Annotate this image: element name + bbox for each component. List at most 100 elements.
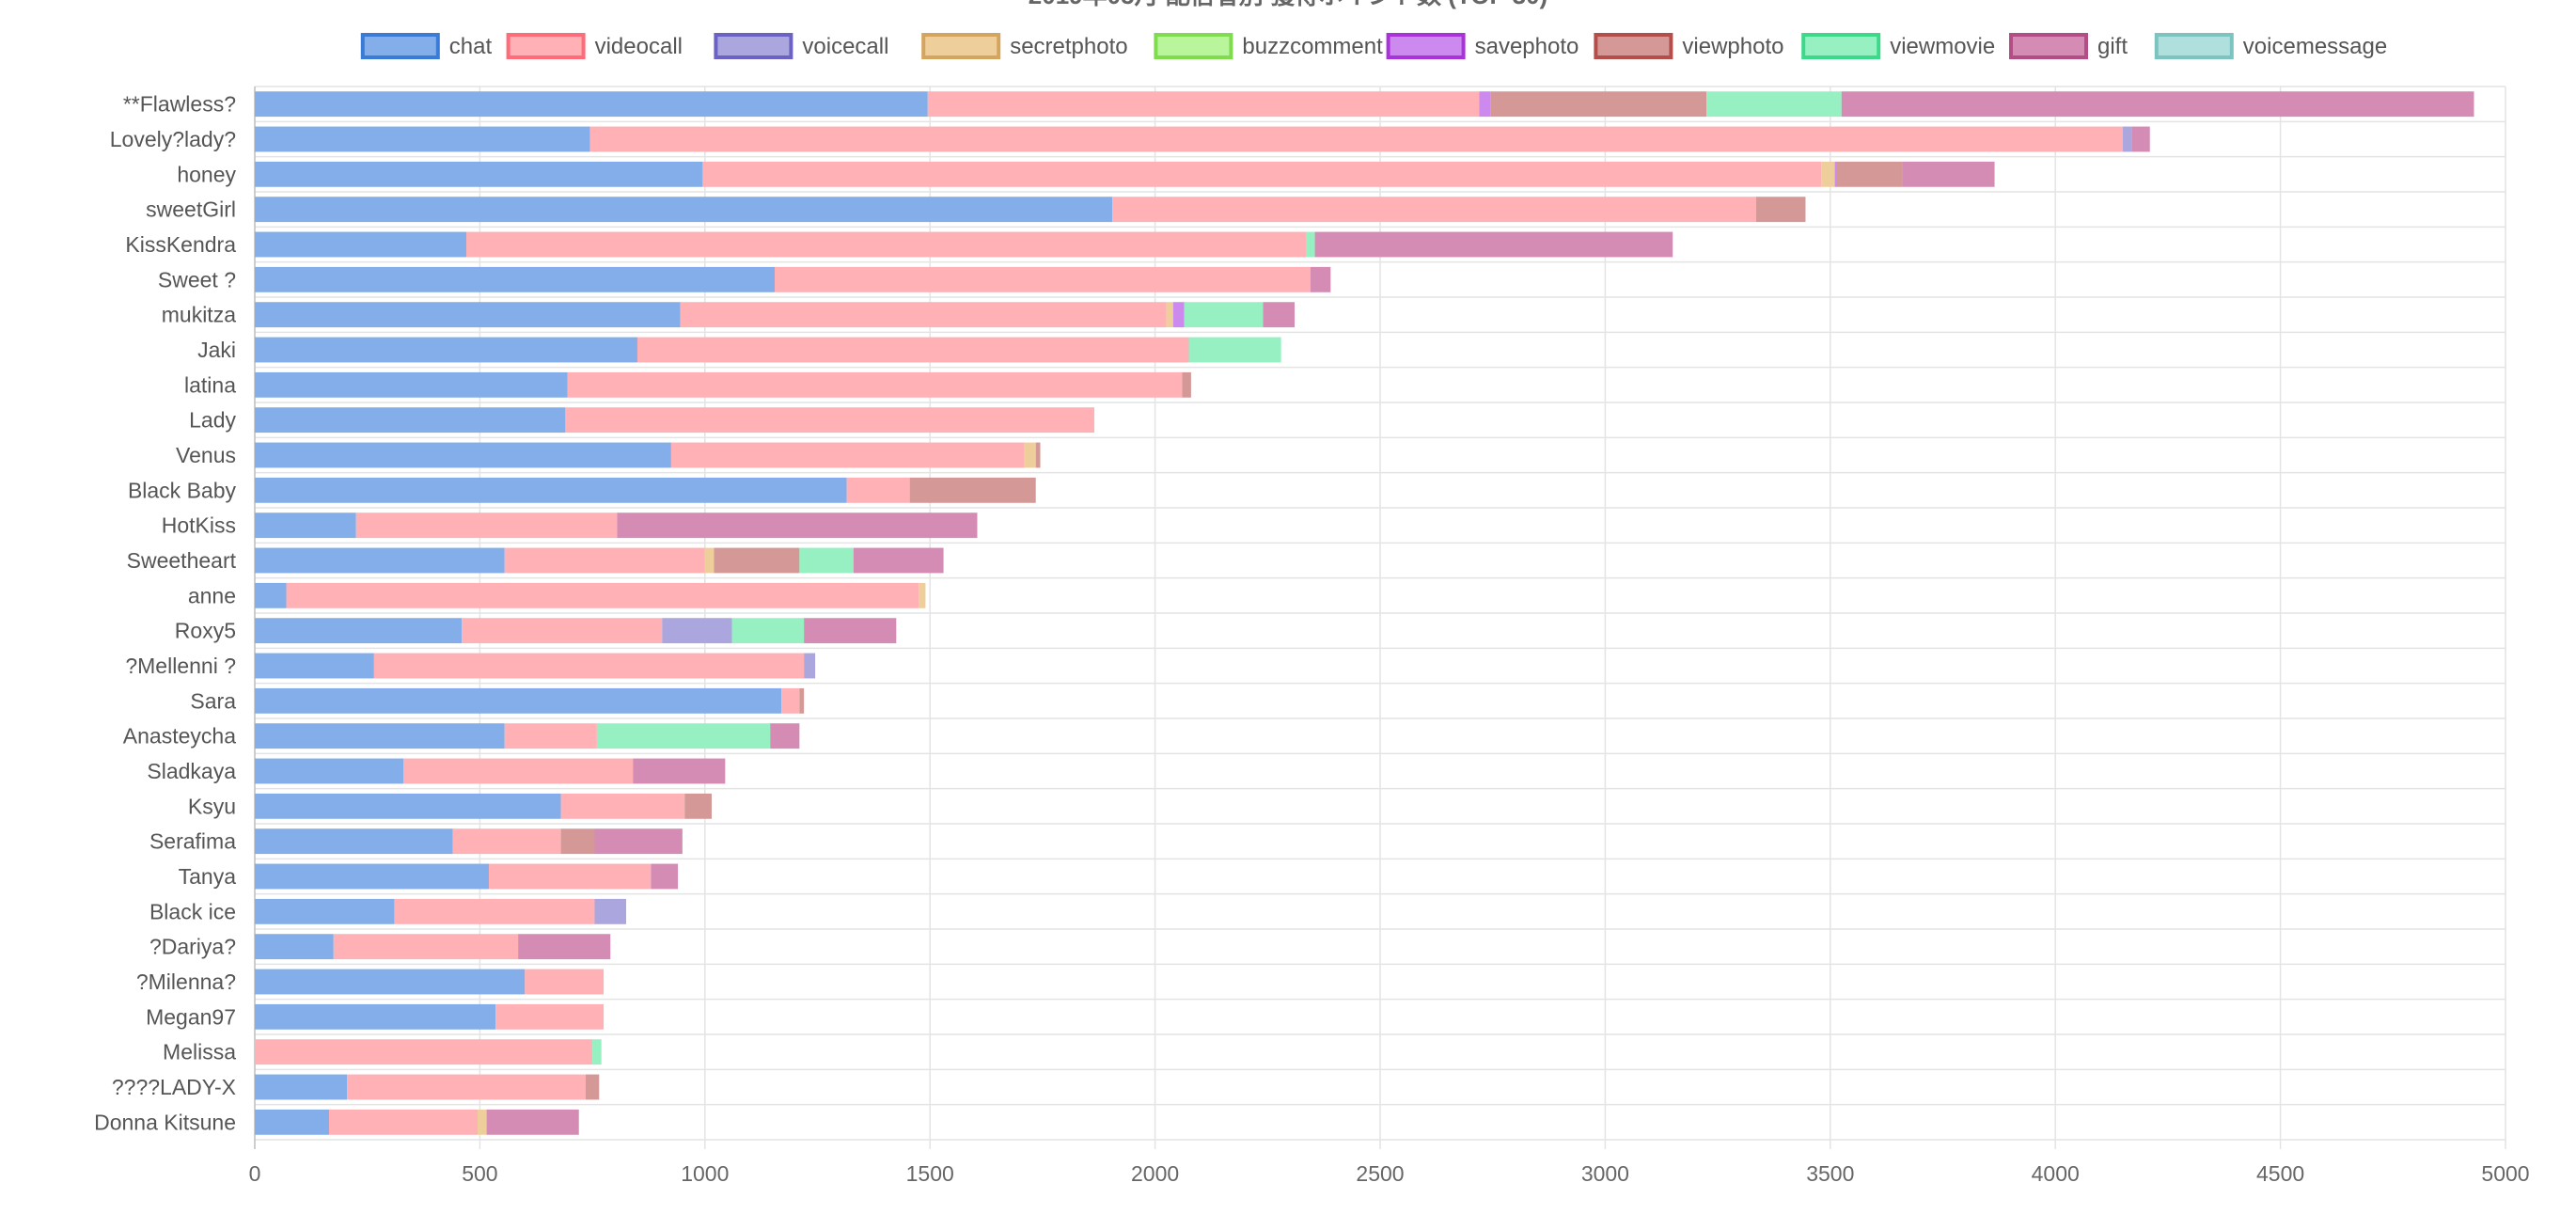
bar-segment-viewphoto[interactable] (714, 547, 800, 574)
bar-segment-chat[interactable] (255, 126, 590, 152)
bar-segment-gift[interactable] (770, 723, 800, 749)
bar-segment-chat[interactable] (255, 512, 356, 539)
bar-segment-videocall[interactable] (680, 302, 1167, 328)
bar-segment-videocall[interactable] (525, 969, 605, 995)
bar-segment-chat[interactable] (255, 618, 463, 644)
legend-item-savephoto[interactable]: savephoto (1386, 33, 1579, 59)
bar-segment-gift[interactable] (2131, 126, 2150, 152)
bar-segment-voicecall[interactable] (2123, 126, 2132, 152)
bar-segment-videocall[interactable] (846, 477, 910, 503)
bar-segment-gift[interactable] (1314, 231, 1673, 258)
bar-segment-videocall[interactable] (775, 266, 1311, 292)
bar-segment-videocall[interactable] (495, 1003, 605, 1030)
bar-segment-gift[interactable] (804, 618, 897, 644)
bar-segment-chat[interactable] (255, 1074, 348, 1100)
bar-segment-viewmovie[interactable] (592, 1039, 602, 1065)
bar-segment-voicecall[interactable] (662, 618, 732, 644)
bar-segment-chat[interactable] (255, 231, 467, 258)
bar-segment-chat[interactable] (255, 91, 928, 118)
bar-segment-viewphoto[interactable] (1035, 442, 1041, 468)
bar-segment-videocall[interactable] (373, 653, 805, 679)
bar-segment-chat[interactable] (255, 687, 782, 714)
bar-segment-chat[interactable] (255, 302, 681, 328)
bar-segment-secretphoto[interactable] (1821, 161, 1835, 187)
bar-segment-chat[interactable] (255, 582, 287, 608)
bar-segment-secretphoto[interactable] (919, 582, 926, 608)
legend-item-secretphoto[interactable]: secretphoto (921, 33, 1128, 59)
bar-segment-viewphoto[interactable] (1490, 91, 1707, 118)
bar-segment-chat[interactable] (255, 337, 637, 363)
legend-item-viewmovie[interactable]: viewmovie (1801, 33, 1995, 59)
legend-item-voicecall[interactable]: voicecall (714, 33, 888, 59)
bar-segment-savephoto[interactable] (1479, 91, 1491, 118)
bar-segment-gift[interactable] (1841, 91, 2474, 118)
bar-segment-gift[interactable] (1310, 266, 1331, 292)
bar-segment-gift[interactable] (633, 758, 726, 784)
legend-item-voicemessage[interactable]: voicemessage (2154, 33, 2387, 59)
bar-segment-videocall[interactable] (560, 793, 685, 819)
bar-segment-chat[interactable] (255, 407, 566, 434)
bar-segment-videocall[interactable] (567, 371, 1183, 398)
bar-segment-videocall[interactable] (452, 828, 561, 855)
bar-segment-chat[interactable] (255, 758, 404, 784)
bar-segment-gift[interactable] (1902, 161, 1995, 187)
bar-segment-chat[interactable] (255, 898, 395, 924)
bar-segment-savephoto[interactable] (1172, 302, 1185, 328)
bar-segment-chat[interactable] (255, 793, 561, 819)
bar-segment-videocall[interactable] (394, 898, 595, 924)
bar-segment-chat[interactable] (255, 828, 453, 855)
bar-segment-videocall[interactable] (462, 618, 663, 644)
bar-segment-videocall[interactable] (636, 337, 1189, 363)
bar-segment-chat[interactable] (255, 863, 489, 890)
bar-segment-chat[interactable] (255, 934, 334, 960)
bar-segment-chat[interactable] (255, 371, 568, 398)
bar-segment-videocall[interactable] (781, 687, 800, 714)
bar-segment-viewmovie[interactable] (1184, 302, 1264, 328)
bar-segment-chat[interactable] (255, 723, 505, 749)
bar-segment-videocall[interactable] (1112, 197, 1756, 223)
bar-segment-viewmovie[interactable] (1305, 231, 1315, 258)
bar-segment-savephoto[interactable] (1834, 161, 1837, 187)
bar-segment-voicecall[interactable] (594, 898, 627, 924)
bar-segment-voicecall[interactable] (804, 653, 816, 679)
bar-segment-gift[interactable] (853, 547, 944, 574)
bar-segment-viewmovie[interactable] (1706, 91, 1842, 118)
bar-segment-videocall[interactable] (286, 582, 919, 608)
bar-segment-gift[interactable] (651, 863, 679, 890)
bar-segment-viewphoto[interactable] (684, 793, 712, 819)
bar-segment-videocall[interactable] (329, 1109, 479, 1135)
bar-segment-gift[interactable] (594, 828, 683, 855)
bar-segment-chat[interactable] (255, 653, 374, 679)
bar-segment-chat[interactable] (255, 266, 776, 292)
bar-segment-videocall[interactable] (670, 442, 1025, 468)
bar-segment-chat[interactable] (255, 197, 1113, 223)
bar-segment-viewphoto[interactable] (909, 477, 1036, 503)
bar-segment-gift[interactable] (486, 1109, 579, 1135)
bar-segment-secretphoto[interactable] (1024, 442, 1036, 468)
bar-segment-videocall[interactable] (466, 231, 1306, 258)
bar-segment-secretphoto[interactable] (704, 547, 715, 574)
bar-segment-videocall[interactable] (927, 91, 1480, 118)
bar-segment-viewphoto[interactable] (1755, 197, 1806, 223)
bar-segment-viewmovie[interactable] (799, 547, 854, 574)
legend-item-viewphoto[interactable]: viewphoto (1594, 33, 1783, 59)
bar-segment-videocall[interactable] (504, 723, 597, 749)
bar-segment-secretphoto[interactable] (478, 1109, 487, 1135)
bar-segment-videocall[interactable] (333, 934, 519, 960)
legend-item-buzzcomment[interactable]: buzzcomment (1154, 33, 1383, 59)
bar-segment-viewphoto[interactable] (1182, 371, 1191, 398)
bar-segment-chat[interactable] (255, 1109, 330, 1135)
legend-item-chat[interactable]: chat (360, 33, 493, 59)
bar-segment-videocall[interactable] (255, 1039, 593, 1065)
bar-segment-videocall[interactable] (347, 1074, 586, 1100)
bar-segment-chat[interactable] (255, 969, 526, 995)
bar-segment-viewmovie[interactable] (1188, 337, 1281, 363)
bar-segment-viewphoto[interactable] (560, 828, 595, 855)
bar-segment-chat[interactable] (255, 1003, 496, 1030)
bar-segment-viewphoto[interactable] (1836, 161, 1903, 187)
bar-segment-viewmovie[interactable] (596, 723, 771, 749)
bar-segment-chat[interactable] (255, 161, 703, 187)
bar-segment-chat[interactable] (255, 442, 671, 468)
bar-segment-gift[interactable] (617, 512, 978, 539)
bar-segment-chat[interactable] (255, 477, 847, 503)
